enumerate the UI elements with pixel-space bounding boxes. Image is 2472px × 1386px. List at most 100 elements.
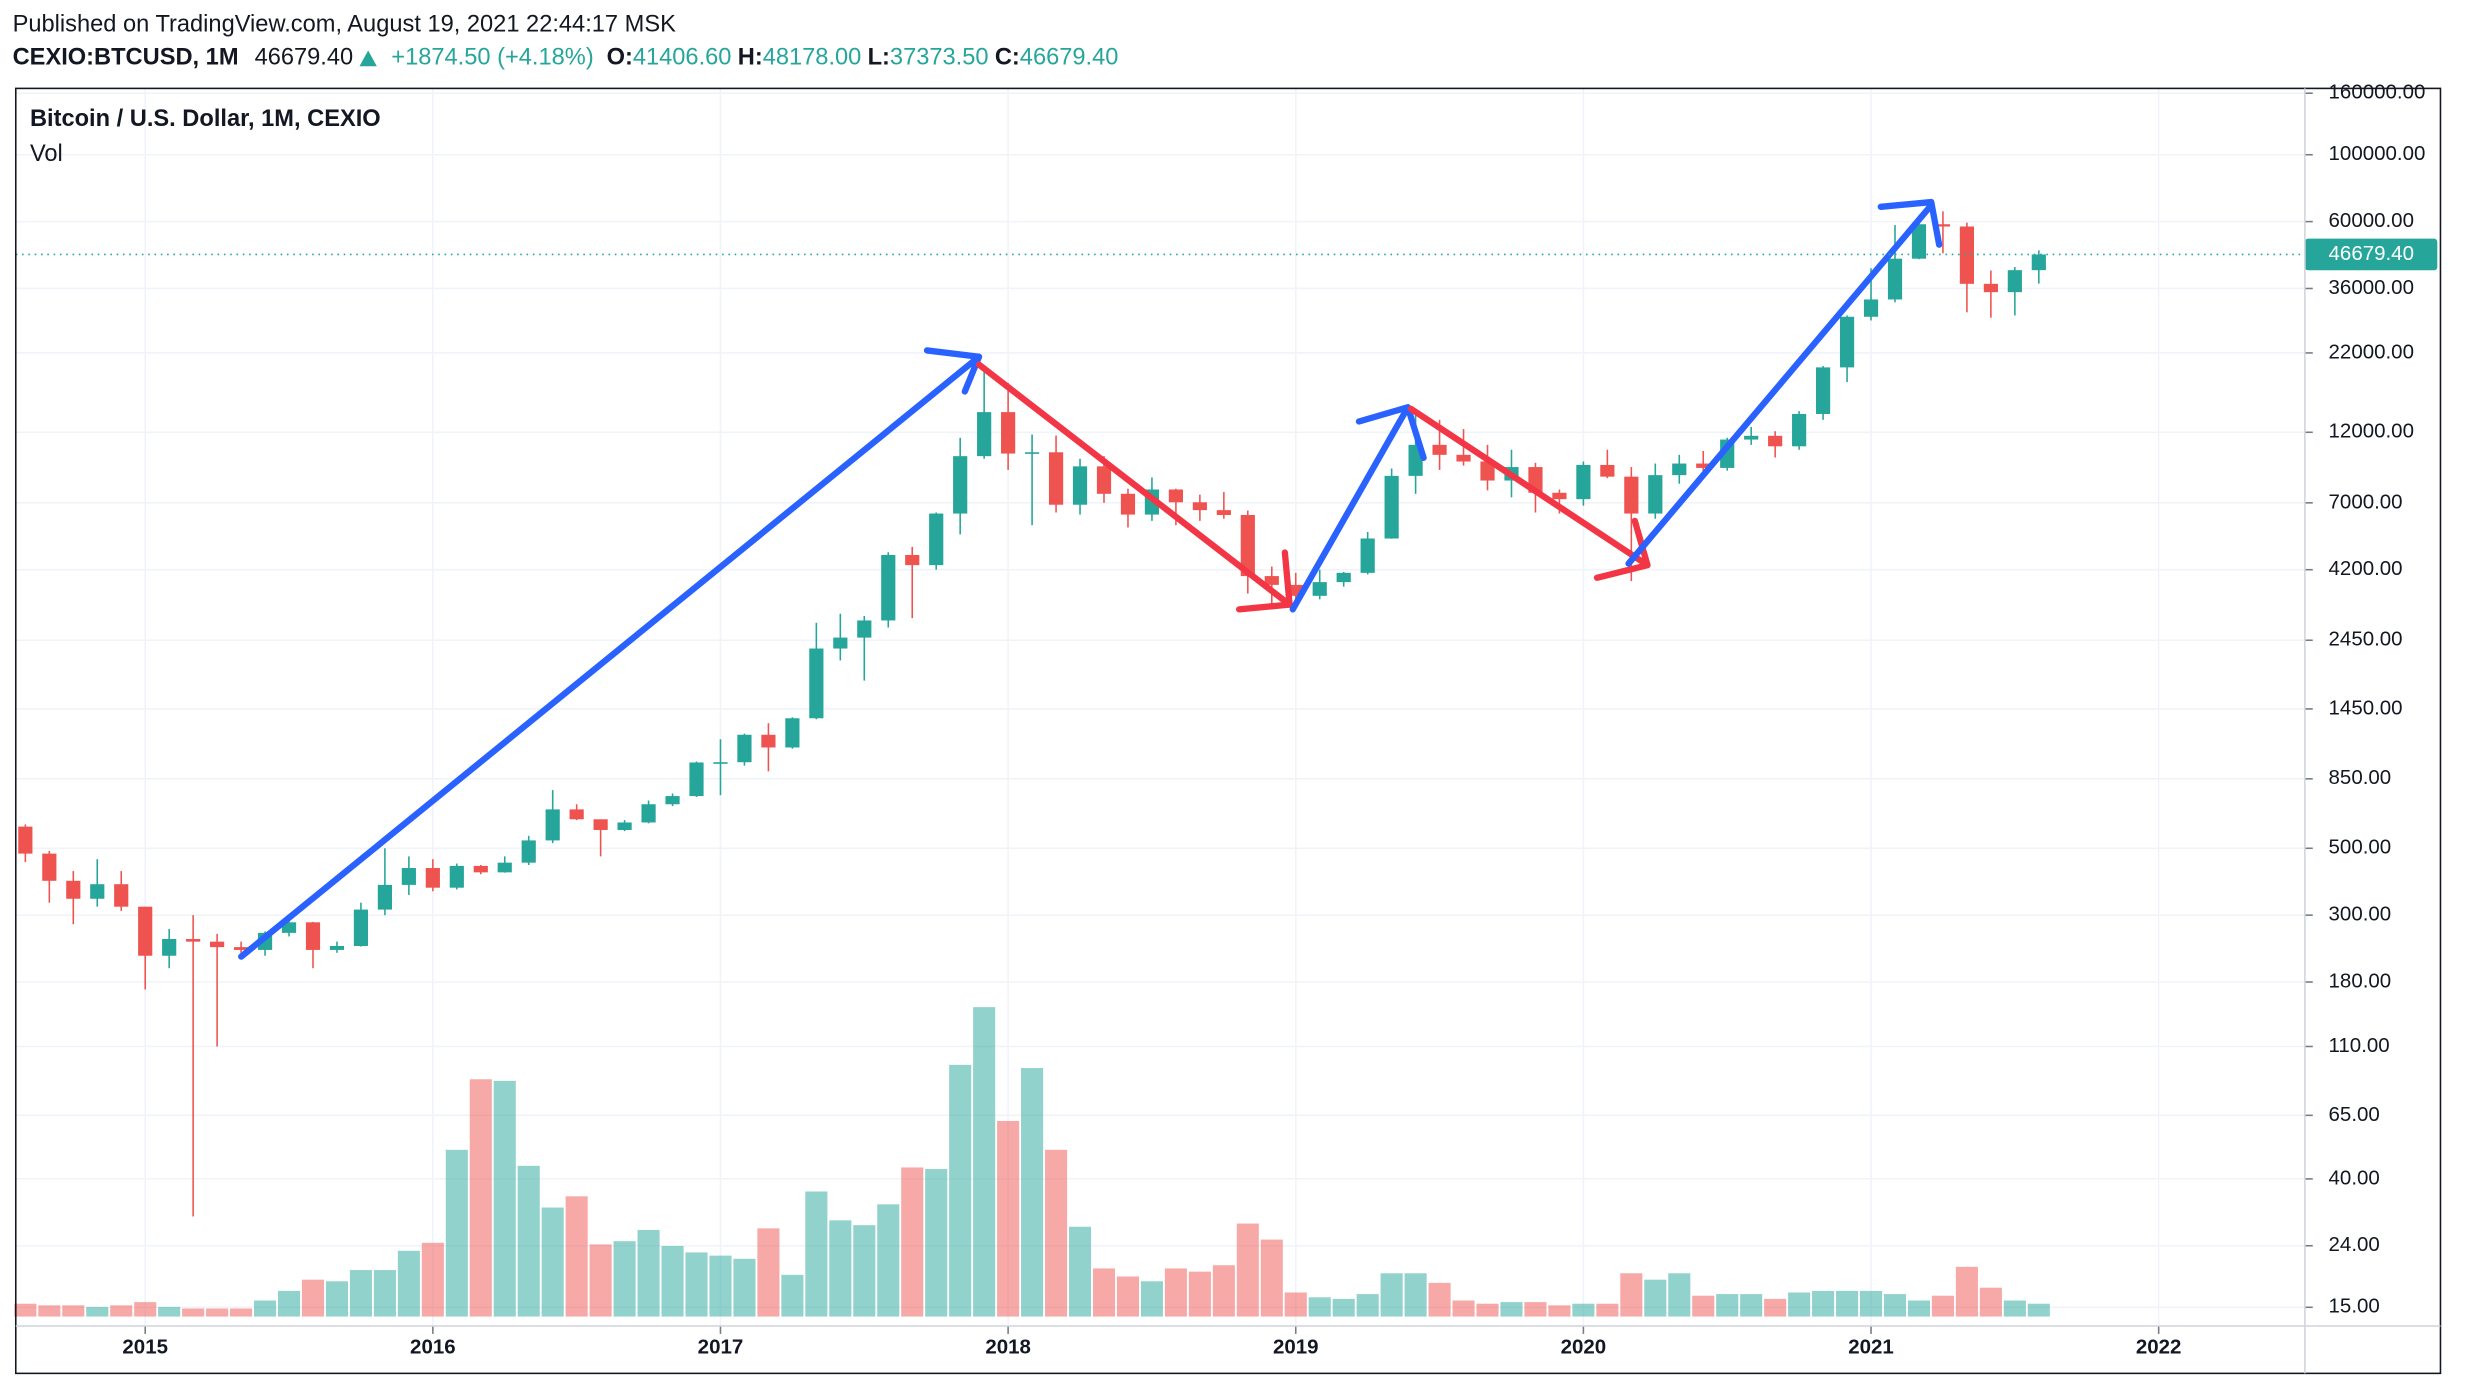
volume-bar (1955, 1266, 1978, 1317)
candle-body (1672, 463, 1687, 476)
up-triangle-icon (359, 50, 377, 67)
volume-bar (1308, 1297, 1331, 1317)
trend-arrow (238, 353, 983, 960)
volume-bar (1644, 1279, 1667, 1317)
candle-body (713, 762, 728, 764)
volume-bar (1260, 1239, 1283, 1317)
ohlc-key: O: (607, 45, 633, 71)
price-tag (2304, 238, 2438, 271)
candle-body (1576, 464, 1591, 500)
candle-body (1024, 452, 1040, 454)
volume-bar (1045, 1149, 1068, 1317)
candle-body (1360, 538, 1375, 573)
volume-bar (877, 1204, 900, 1317)
volume-bar (1452, 1300, 1475, 1317)
volume-bar (1812, 1290, 1835, 1317)
y-tick-label: 300.00 (2329, 903, 2392, 926)
candle-body (1839, 316, 1855, 368)
axes: 160000.00 100000.00 60000.00 36000.00 22000.… (15, 81, 2438, 1359)
candle-body (1552, 492, 1567, 500)
volume-bar (949, 1064, 972, 1317)
volume-bar (1907, 1300, 1931, 1317)
candle-body (905, 554, 920, 566)
volume-bar (158, 1306, 181, 1317)
volume-bar (997, 1120, 1020, 1317)
volume-bar (182, 1308, 205, 1317)
candle-body (1648, 475, 1663, 514)
y-tick-label: 1450.00 (2329, 696, 2403, 719)
candle-body (1792, 413, 1807, 447)
grid (15, 88, 2305, 1327)
volume-bar (1380, 1273, 1403, 1317)
candle-body (689, 762, 704, 797)
volume-bar (1859, 1290, 1883, 1317)
volume-bar (421, 1242, 444, 1317)
volume-bar (925, 1169, 948, 1317)
volume-bar (709, 1255, 732, 1317)
candle-body (857, 620, 872, 638)
volume-bar (86, 1306, 109, 1317)
volume-bar (134, 1302, 157, 1317)
candle-body (1288, 584, 1303, 596)
candle-body (210, 941, 225, 948)
volume-bar (230, 1308, 253, 1317)
volume-bar (397, 1250, 420, 1317)
candle-body (1480, 461, 1495, 481)
volume-legend: Vol (30, 141, 63, 167)
trend-arrow (1625, 202, 1935, 567)
y-tick-label: 22000.00 (2329, 340, 2414, 363)
candle-body (929, 513, 944, 566)
last-price: 46679.40 (255, 45, 354, 71)
volume-bar (685, 1252, 708, 1317)
candle-body (353, 909, 369, 947)
volume-bar (1068, 1226, 1092, 1317)
candle-body (90, 884, 105, 899)
volume-bar (829, 1220, 852, 1317)
candle-body (953, 456, 968, 514)
volume-bar (1764, 1298, 1787, 1317)
volume-bar (1021, 1068, 1044, 1317)
candle-body (1432, 444, 1447, 455)
candle-body (593, 819, 608, 830)
candle-body (186, 939, 201, 942)
y-tick-label: 100000.00 (2329, 142, 2426, 165)
volume-bar (733, 1258, 756, 1317)
candle-body (1001, 412, 1016, 454)
volume-bar (493, 1080, 516, 1317)
candle-body (66, 880, 81, 899)
volume-bar (661, 1246, 684, 1317)
volume-bar (1356, 1294, 1379, 1317)
x-tick-label: 2018 (985, 1336, 1031, 1359)
y-tick-label: 15.00 (2329, 1295, 2380, 1318)
candle-body (377, 884, 392, 910)
volume-bar (1188, 1271, 1211, 1317)
candle-body (18, 826, 33, 854)
volume-bar (1979, 1287, 2002, 1317)
candle-body (1744, 435, 1759, 440)
volume-bar (1931, 1295, 1954, 1317)
volume-bar (1716, 1294, 1739, 1317)
candle-body (521, 840, 536, 863)
x-tick-label: 2017 (698, 1336, 744, 1359)
candle-body (401, 868, 416, 885)
candle-body (809, 648, 824, 719)
candle-body (305, 922, 321, 950)
volume-bar (757, 1228, 780, 1317)
candle-body (881, 554, 896, 621)
ohlc-key: C: (995, 45, 1020, 71)
ohlc-value: 41406.60 (633, 45, 732, 71)
x-tick-label: 2016 (410, 1336, 456, 1359)
volume-bar (349, 1270, 372, 1317)
candle-body (449, 865, 464, 888)
y-tick-label: 850.00 (2329, 766, 2392, 789)
candle-body (1887, 258, 1903, 300)
candle-body (1192, 502, 1207, 511)
volume-bar (1140, 1281, 1163, 1317)
candle-body (641, 804, 656, 823)
volume-bar (805, 1191, 828, 1317)
volume-bar (1788, 1292, 1811, 1317)
volume-bar (1596, 1303, 1619, 1317)
candle-body (138, 906, 153, 956)
trend-arrow (1289, 404, 1411, 613)
candle-body (1048, 452, 1064, 505)
